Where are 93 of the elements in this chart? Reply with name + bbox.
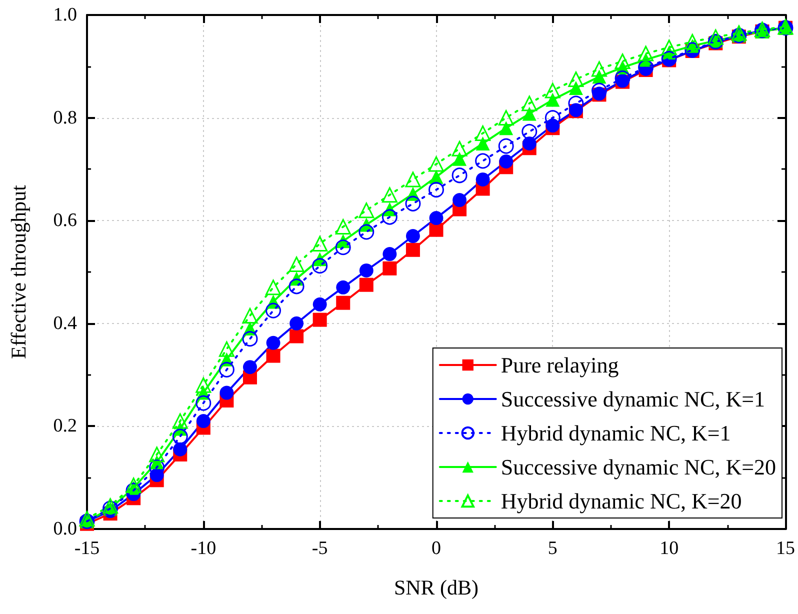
point bbox=[172, 428, 188, 444]
point bbox=[684, 34, 700, 50]
point bbox=[429, 211, 444, 226]
point bbox=[475, 125, 491, 141]
point bbox=[614, 54, 630, 70]
point bbox=[218, 341, 234, 357]
x-tick-label: -15 bbox=[74, 538, 100, 559]
x-tick-label: -5 bbox=[312, 538, 328, 559]
point bbox=[428, 156, 444, 172]
point bbox=[79, 510, 95, 526]
point bbox=[266, 336, 280, 350]
legend-label: Hybrid dynamic NC, K=20 bbox=[500, 488, 742, 514]
point bbox=[172, 413, 188, 429]
point bbox=[499, 121, 514, 136]
point bbox=[126, 478, 142, 494]
point bbox=[382, 209, 398, 225]
point bbox=[476, 136, 490, 150]
point bbox=[544, 82, 560, 98]
point bbox=[266, 280, 282, 296]
point bbox=[242, 308, 258, 324]
y-tick-label: 0.0 bbox=[53, 518, 77, 540]
point bbox=[476, 172, 490, 186]
point bbox=[335, 240, 351, 256]
point bbox=[312, 258, 328, 274]
point bbox=[266, 302, 282, 318]
y-axis-title: Effective throughput bbox=[6, 184, 30, 359]
point bbox=[266, 348, 280, 363]
y-tick-label: 0.6 bbox=[53, 210, 77, 232]
x-tick-label: 15 bbox=[776, 538, 795, 559]
y-tick-label: 0.2 bbox=[53, 416, 77, 437]
point bbox=[498, 138, 514, 154]
point bbox=[243, 360, 257, 374]
point bbox=[359, 278, 374, 292]
point bbox=[242, 331, 258, 347]
y-tick-label: 0.8 bbox=[53, 107, 77, 128]
x-tick-label: 0 bbox=[432, 538, 441, 559]
x-tick-label: 5 bbox=[548, 538, 558, 559]
point bbox=[312, 312, 327, 327]
x-tick-label: 10 bbox=[660, 538, 679, 559]
point bbox=[708, 29, 724, 45]
point bbox=[196, 377, 212, 393]
point bbox=[546, 92, 560, 107]
point bbox=[196, 414, 210, 428]
point bbox=[452, 193, 467, 208]
point bbox=[290, 316, 304, 330]
point bbox=[218, 362, 234, 378]
point bbox=[312, 297, 327, 312]
point bbox=[359, 263, 374, 278]
point bbox=[428, 182, 444, 198]
point bbox=[475, 153, 491, 169]
legend-label: Successive dynamic NC, K=20 bbox=[500, 454, 776, 480]
point bbox=[358, 224, 374, 240]
point bbox=[336, 296, 350, 310]
point bbox=[382, 187, 398, 203]
legend-label: Pure relaying bbox=[500, 352, 619, 378]
point bbox=[591, 61, 607, 77]
point bbox=[406, 242, 420, 257]
point bbox=[452, 168, 468, 184]
point bbox=[452, 140, 468, 156]
point bbox=[568, 80, 583, 95]
point bbox=[498, 110, 514, 126]
point bbox=[220, 386, 234, 400]
point bbox=[149, 446, 165, 462]
point bbox=[405, 196, 421, 212]
legend-label: Hybrid dynamic NC, K=1 bbox=[500, 420, 731, 446]
point bbox=[499, 154, 514, 168]
point bbox=[358, 202, 374, 218]
point bbox=[522, 136, 536, 150]
point bbox=[406, 229, 420, 244]
point bbox=[522, 124, 538, 140]
point bbox=[661, 40, 677, 56]
point bbox=[173, 442, 188, 456]
point bbox=[288, 278, 304, 294]
point bbox=[405, 172, 421, 188]
point bbox=[382, 261, 397, 276]
x-axis-title: SNR (dB) bbox=[394, 576, 479, 600]
point bbox=[522, 96, 538, 112]
point bbox=[522, 106, 536, 121]
legend-label: Successive dynamic NC, K=1 bbox=[500, 386, 765, 412]
y-tick-label: 1.0 bbox=[53, 4, 77, 26]
point bbox=[290, 329, 304, 344]
point bbox=[638, 46, 654, 62]
x-tick-label: -10 bbox=[190, 538, 216, 559]
point bbox=[382, 247, 397, 262]
point bbox=[452, 152, 467, 166]
point bbox=[288, 256, 304, 272]
point bbox=[568, 72, 584, 87]
y-tick-label: 0.4 bbox=[53, 312, 78, 334]
point bbox=[196, 395, 212, 411]
point bbox=[336, 280, 350, 294]
point bbox=[429, 222, 444, 237]
point bbox=[312, 236, 328, 252]
point bbox=[335, 219, 351, 235]
